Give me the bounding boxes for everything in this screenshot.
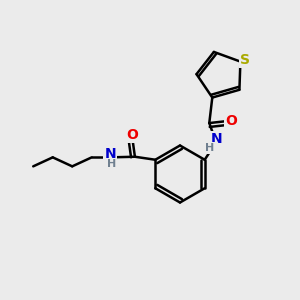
Text: O: O — [126, 128, 138, 142]
Text: O: O — [225, 114, 237, 128]
Text: H: H — [205, 143, 214, 153]
Text: N: N — [210, 132, 222, 146]
Text: N: N — [104, 147, 116, 161]
Text: S: S — [240, 53, 250, 67]
Text: H: H — [107, 159, 116, 169]
